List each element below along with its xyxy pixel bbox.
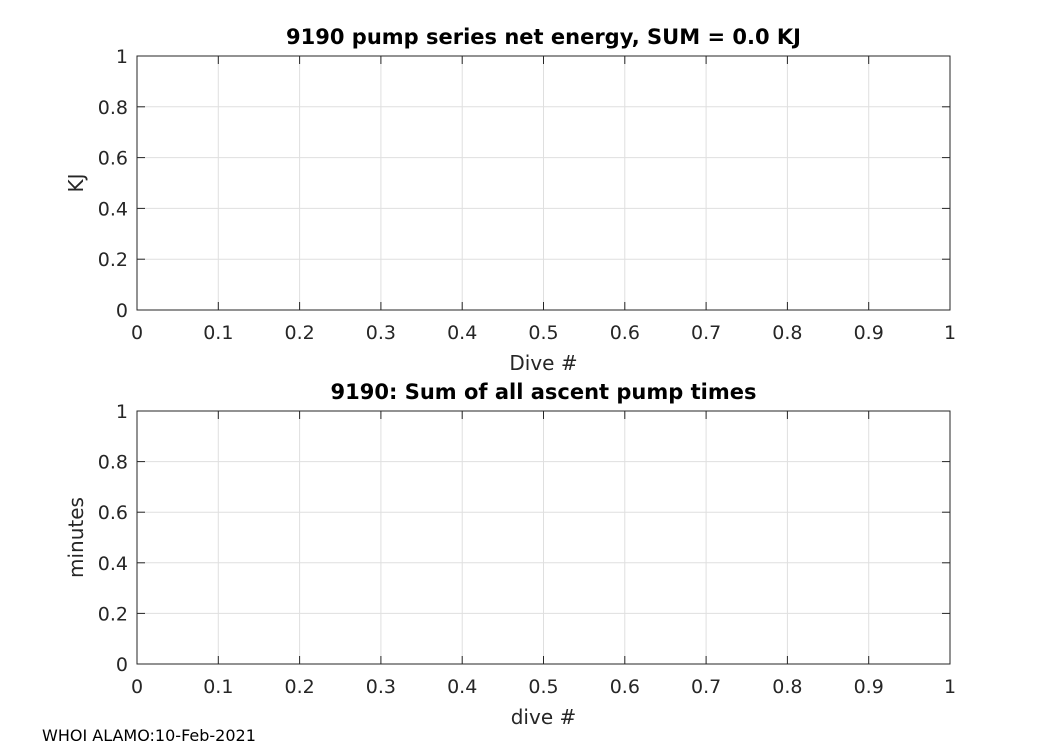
chart-title: 9190 pump series net energy, SUM = 0.0 K…: [286, 25, 801, 49]
y-tick-label: 1: [116, 401, 128, 423]
y-tick-label: 0.4: [98, 198, 128, 220]
x-tick-label: 0.2: [284, 322, 314, 344]
x-tick-label: 0.9: [854, 676, 884, 698]
x-tick-label: 1: [944, 322, 956, 344]
x-tick-label: 0.5: [528, 322, 558, 344]
footer-credit: WHOI ALAMO:10-Feb-2021: [42, 726, 256, 745]
x-axis-label: Dive #: [509, 351, 577, 375]
y-tick-label: 0.8: [98, 452, 128, 474]
y-tick-label: 0.6: [98, 502, 128, 524]
x-tick-label: 0.1: [203, 322, 233, 344]
x-tick-label: 0.6: [610, 676, 640, 698]
x-tick-label: 0.3: [366, 322, 396, 344]
y-tick-label: 1: [116, 46, 128, 68]
x-axis-label: dive #: [511, 705, 577, 729]
y-tick-label: 0: [116, 654, 128, 676]
x-tick-label: 0.6: [610, 322, 640, 344]
x-tick-label: 0.5: [528, 676, 558, 698]
chart-title: 9190: Sum of all ascent pump times: [331, 380, 757, 404]
y-axis-label: minutes: [64, 497, 88, 578]
y-axis-label: KJ: [64, 173, 88, 192]
chart-ascent-pump-times: 0 0.1 0.2 0.3 0.4 0.5 0.6 0.7 0.8 0.9 1 0 0.2 0.4 0.6 0…: [64, 380, 956, 729]
y-tick-label: 0.2: [98, 603, 128, 625]
x-tick-label: 0: [131, 322, 143, 344]
chart-net-energy: 0 0.1 0.2 0.3 0.4 0.5 0.6 0.7 0.8 0.9 1 0 0.2 0.4 0.6 0…: [64, 25, 956, 375]
y-tick-label: 0.4: [98, 553, 128, 575]
x-tick-label: 0.2: [284, 676, 314, 698]
x-tick-label: 0.8: [772, 676, 802, 698]
x-tick-label: 1: [944, 676, 956, 698]
x-tick-label: 0.4: [447, 676, 477, 698]
x-tick-label: 0.1: [203, 676, 233, 698]
x-tick-label: 0.4: [447, 322, 477, 344]
x-tick-label: 0.3: [366, 676, 396, 698]
x-tick-label: 0.9: [854, 322, 884, 344]
x-tick-label: 0: [131, 676, 143, 698]
x-tick-label: 0.7: [691, 322, 721, 344]
x-tick-label: 0.8: [772, 322, 802, 344]
x-tick-label: 0.7: [691, 676, 721, 698]
y-tick-label: 0.6: [98, 148, 128, 170]
y-tick-label: 0: [116, 300, 128, 322]
y-tick-label: 0.8: [98, 97, 128, 119]
y-tick-label: 0.2: [98, 249, 128, 271]
